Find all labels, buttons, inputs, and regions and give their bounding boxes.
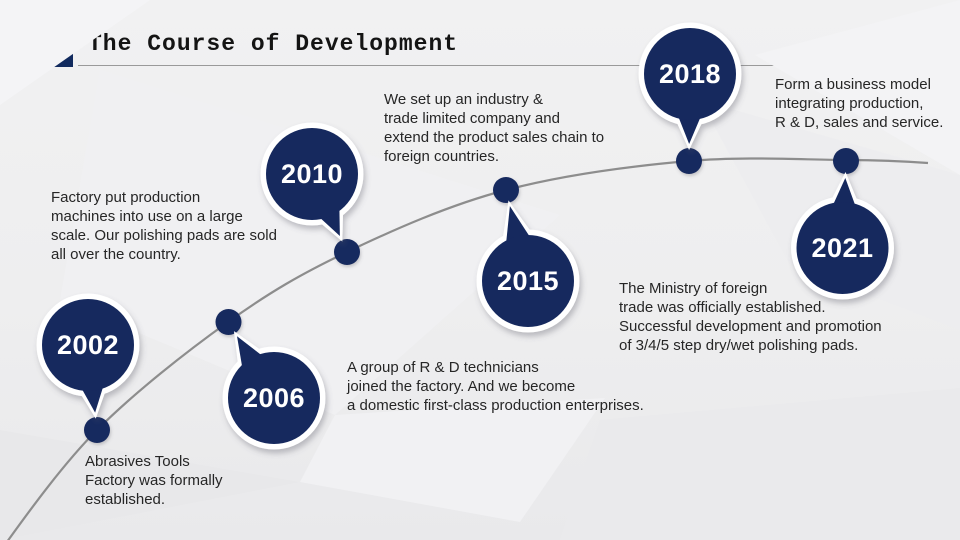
dot-2021 [833,148,859,174]
event-description-2015: We set up an industry & trade limited co… [384,91,605,165]
title-underline [78,65,905,66]
timeline-curve [6,157,929,540]
event-description-2002: Abrasives Tools Factory was formally est… [85,453,223,508]
year-label-2010: 2010 [281,159,343,189]
timeline-dots [84,148,859,443]
dot-2010 [334,239,360,265]
slide-header: The Course of Development [0,0,960,80]
year-bubble-2010: 2010 [260,122,364,242]
year-bubble-2021: 2021 [791,172,894,300]
year-bubble-2015: 2015 [476,200,580,333]
year-label-2015: 2015 [497,266,559,296]
event-description-2006: A group of R & D technicians joined the … [347,359,644,414]
event-description-2018: Form a business model integrating produc… [775,76,944,131]
year-label-2018: 2018 [659,59,721,89]
event-description-2010: Factory put production machines into use… [51,189,277,263]
dot-2015 [493,177,519,203]
dot-2018 [676,148,702,174]
dot-2002 [84,417,110,443]
dot-2006 [215,309,242,335]
year-bubble-2006: 2006 [222,331,326,450]
year-bubble-2002: 2002 [36,293,140,419]
year-label-2002: 2002 [57,330,119,360]
event-description-2021: The Ministry of foreign trade was offici… [619,280,882,354]
year-label-2006: 2006 [243,383,305,413]
year-bubble-2018: 2018 [638,22,742,150]
page-title: The Course of Development [88,31,459,57]
year-label-2021: 2021 [811,233,873,263]
